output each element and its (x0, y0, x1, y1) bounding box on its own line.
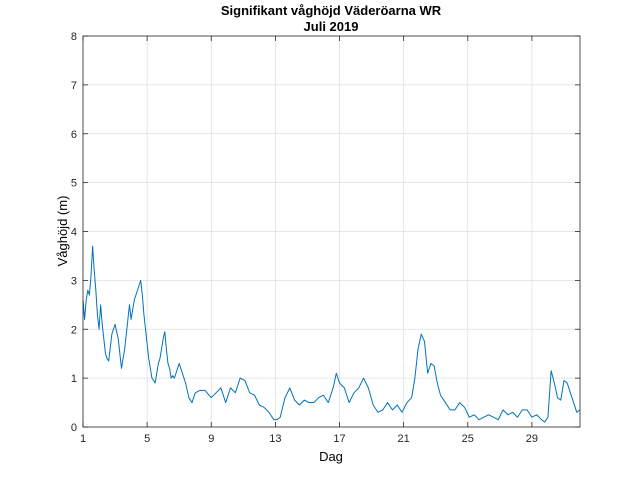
x-tick-label: 29 (526, 433, 538, 445)
chart-subtitle: Juli 2019 (304, 19, 359, 34)
chart-title: Signifikant våghöjd Väderöarna WR (221, 3, 442, 18)
x-tick-label: 21 (398, 433, 410, 445)
y-tick-label: 5 (71, 178, 77, 190)
y-tick-label: 6 (71, 129, 77, 141)
y-tick-label: 1 (71, 373, 77, 385)
y-tick-label: 8 (71, 31, 77, 43)
y-tick-label: 3 (71, 275, 77, 287)
x-tick-label: 5 (144, 433, 150, 445)
y-tick-label: 7 (71, 80, 77, 92)
y-tick-label: 0 (71, 422, 77, 434)
y-axis-label: Våghöjd (m) (55, 196, 70, 267)
x-tick-label: 13 (269, 433, 281, 445)
series-line-0 (82, 245, 581, 423)
x-tick-label: 17 (333, 433, 345, 445)
x-tick-label: 1 (80, 433, 86, 445)
x-tick-label: 9 (208, 433, 214, 445)
y-tick-label: 2 (71, 324, 77, 336)
x-axis-label: Dag (319, 449, 343, 464)
x-tick-label: 25 (462, 433, 474, 445)
series-group (82, 245, 581, 423)
y-tick-label: 4 (71, 227, 77, 239)
